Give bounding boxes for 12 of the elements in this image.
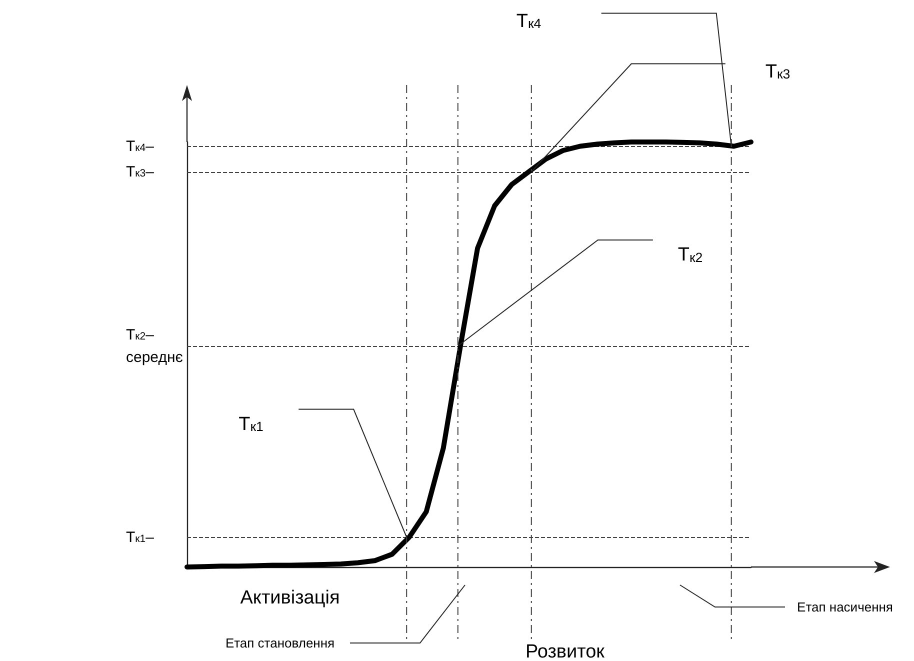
ref-line-label: Тк1– [126, 528, 155, 546]
text: Розвиток [526, 642, 606, 661]
annotation: Тк1 [238, 414, 264, 435]
text: Тк3 [765, 61, 790, 82]
text: Активізація [240, 588, 340, 608]
ref-line-label: Тк2– середнє [126, 326, 184, 366]
text: Етап насичення [797, 600, 893, 614]
text: Етап становлення [225, 636, 335, 650]
annotation: Тк2 [678, 244, 703, 266]
ref-line-label: Тк4– [126, 138, 155, 155]
text: Тк4 [516, 10, 542, 32]
ref-line-label: Тк3– [126, 163, 155, 180]
